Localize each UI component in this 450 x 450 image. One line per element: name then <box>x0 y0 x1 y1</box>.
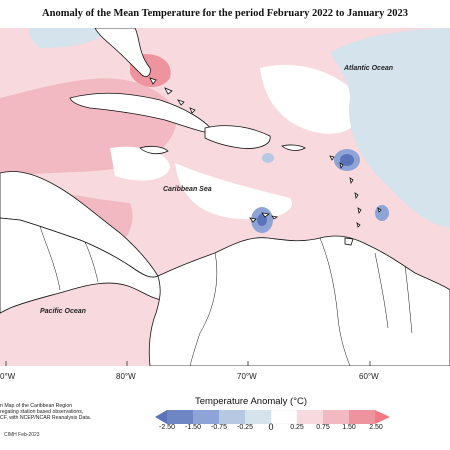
border-colombia-venezuela <box>189 252 218 366</box>
map-title: Anomaly of the Mean Temperature for the … <box>42 8 408 19</box>
border-suriname-guiana <box>404 265 413 334</box>
longitude-tick-70w: 70°W <box>237 372 257 381</box>
legend-tick: -2.50 <box>159 424 175 431</box>
footer-line-2: regating station based observations, <box>0 409 84 415</box>
legend-swatch-slightly-cool <box>245 410 271 424</box>
legend-swatch-neutral <box>270 410 298 424</box>
label-caribbean-sea: Caribbean Sea <box>163 186 212 193</box>
legend-swatch-cold-1 <box>167 410 193 424</box>
legend-tick: -0.75 <box>211 424 227 431</box>
abc-islands-land <box>249 212 279 223</box>
cuba-land <box>69 92 216 134</box>
legend-tick: 0 <box>268 422 274 432</box>
lesser-antilles-land <box>329 155 382 228</box>
legend-swatch-hot <box>349 410 375 424</box>
landmasses <box>0 28 450 366</box>
label-atlantic-ocean: Atlantic Ocean <box>343 65 393 72</box>
legend-title: Temperature Anomaly (°C) <box>195 396 308 407</box>
legend-swatch-very-cold <box>155 410 167 424</box>
neutral-patch-jamaica <box>110 146 170 181</box>
legend-tick: -0.25 <box>237 424 253 431</box>
axis-ticks <box>5 361 371 366</box>
footer-credit: CIMH Feb-2023 <box>4 432 40 438</box>
cool-patch-north <box>29 28 110 48</box>
neutral-patch-caribbean <box>175 163 292 220</box>
longitude-tick-90w: 0°W <box>0 372 16 381</box>
cool-spot-hispaniola <box>262 153 274 163</box>
cool-patch-atlantic <box>330 28 450 228</box>
legend-swatch-cool <box>219 410 245 424</box>
longitude-tick-80w: 80°W <box>116 372 136 381</box>
legend-colorbar <box>155 410 390 424</box>
anomaly-map: Atlantic Ocean Caribbean Sea Pacific Oce… <box>0 28 450 366</box>
legend-swatch-cold-2 <box>193 410 219 424</box>
cold-core-curacao <box>257 214 267 226</box>
legend-swatch-slightly-warm <box>297 410 323 424</box>
legend-swatch-warm <box>323 410 349 424</box>
border-central-america-1 <box>39 225 61 291</box>
bahamas-land <box>149 77 196 114</box>
trinidad-land <box>344 237 354 246</box>
neutral-patch-atlantic <box>260 64 363 134</box>
footer-line-3: CF, with NCEP/NCAR Reanalysis Data. <box>0 415 92 421</box>
hispaniola-land <box>204 125 271 149</box>
map-panel: Atlantic Ocean Caribbean Sea Pacific Oce… <box>0 28 450 366</box>
country-borders <box>39 225 413 366</box>
florida-land <box>94 28 151 77</box>
jamaica-land <box>139 145 169 155</box>
legend-tick: 1.50 <box>342 424 356 431</box>
south-america-land <box>148 235 450 366</box>
legend-tick: 0.75 <box>316 424 330 431</box>
footer-line-1: n Map of the Caribbean Region <box>0 403 73 409</box>
longitude-tick-60w: 60°W <box>359 372 379 381</box>
cold-core-leewards <box>340 154 354 166</box>
label-pacific-ocean: Pacific Ocean <box>40 308 86 315</box>
legend-tick: 0.25 <box>290 424 304 431</box>
puerto-rico-land <box>281 144 306 151</box>
border-central-america-2 <box>84 241 99 283</box>
border-venezuela-guyana <box>319 237 351 366</box>
legend-swatch-very-hot <box>375 410 390 424</box>
legend-tick: -1.50 <box>185 424 201 431</box>
legend-tick: 2.50 <box>369 424 383 431</box>
cool-spot-barbados <box>375 205 389 221</box>
border-guyana-suriname <box>374 252 389 329</box>
